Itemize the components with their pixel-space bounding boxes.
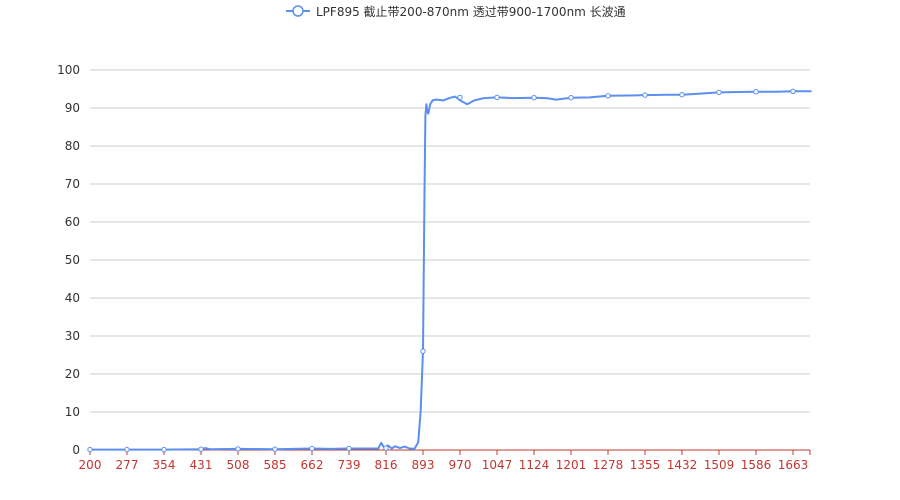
x-tick-label: 1278 [593,458,624,472]
x-tick-label: 1124 [519,458,550,472]
y-tick-label: 40 [65,291,80,305]
y-tick-label: 50 [65,253,80,267]
y-tick-label: 30 [65,329,80,343]
data-point[interactable] [346,445,352,452]
y-tick-label: 90 [65,101,80,115]
data-point[interactable] [383,445,389,451]
data-point[interactable] [753,89,759,95]
data-point[interactable] [272,446,278,452]
y-tick-label: 100 [57,63,80,77]
y-tick-label: 70 [65,177,80,191]
legend[interactable]: LPF895 截止带200-870nm 透过带900-1700nm 长波通 [286,5,626,19]
data-point[interactable] [605,93,611,99]
data-point[interactable] [124,446,130,453]
x-tick-label: 1355 [630,458,661,472]
data-point[interactable] [642,92,648,98]
x-tick-label: 1509 [704,458,735,472]
x-tick-label: 970 [449,458,472,472]
data-point[interactable] [790,88,796,95]
data-point[interactable] [531,95,537,101]
legend-label: LPF895 截止带200-870nm 透过带900-1700nm 长波通 [316,5,626,19]
x-tick-label: 200 [79,458,102,472]
x-tick-label: 431 [190,458,213,472]
data-point[interactable] [420,348,426,354]
y-tick-label: 10 [65,405,80,419]
x-tick-label: 893 [412,458,435,472]
axes: 0 10 20 30 40 50 60 70 80 90 100 200 277 354 431 508 585… [57,63,811,472]
x-tick-label: 1586 [741,458,772,472]
data-point[interactable] [161,446,167,453]
y-tick-label: 60 [65,215,80,229]
x-tick-label: 277 [116,458,139,472]
data-point[interactable] [716,89,722,96]
data-point[interactable] [198,446,204,452]
x-tick-label: 354 [153,458,176,472]
y-tick-label: 0 [72,443,80,457]
y-tick-label: 20 [65,367,80,381]
x-tick-label: 662 [301,458,324,472]
data-point[interactable] [87,446,93,453]
data-point[interactable] [494,94,500,101]
x-tick-label: 739 [338,458,361,472]
data-point[interactable] [309,445,315,452]
x-tick-label: 1201 [556,458,587,472]
data-point[interactable] [568,95,574,101]
legend-marker [292,5,304,17]
x-tick-label: 1432 [667,458,698,472]
data-point[interactable] [679,92,685,98]
x-tick-label: 816 [375,458,398,472]
data-point[interactable] [457,94,463,101]
y-tick-label: 80 [65,139,80,153]
x-tick-label: 1047 [482,458,513,472]
series-line[interactable] [89,90,812,451]
x-tick-label: 508 [227,458,250,472]
series-layer [87,88,812,453]
grid-lines [90,69,810,413]
data-point[interactable] [235,446,241,452]
x-tick-label: 1663 [778,458,809,472]
x-tick-label: 585 [264,458,287,472]
